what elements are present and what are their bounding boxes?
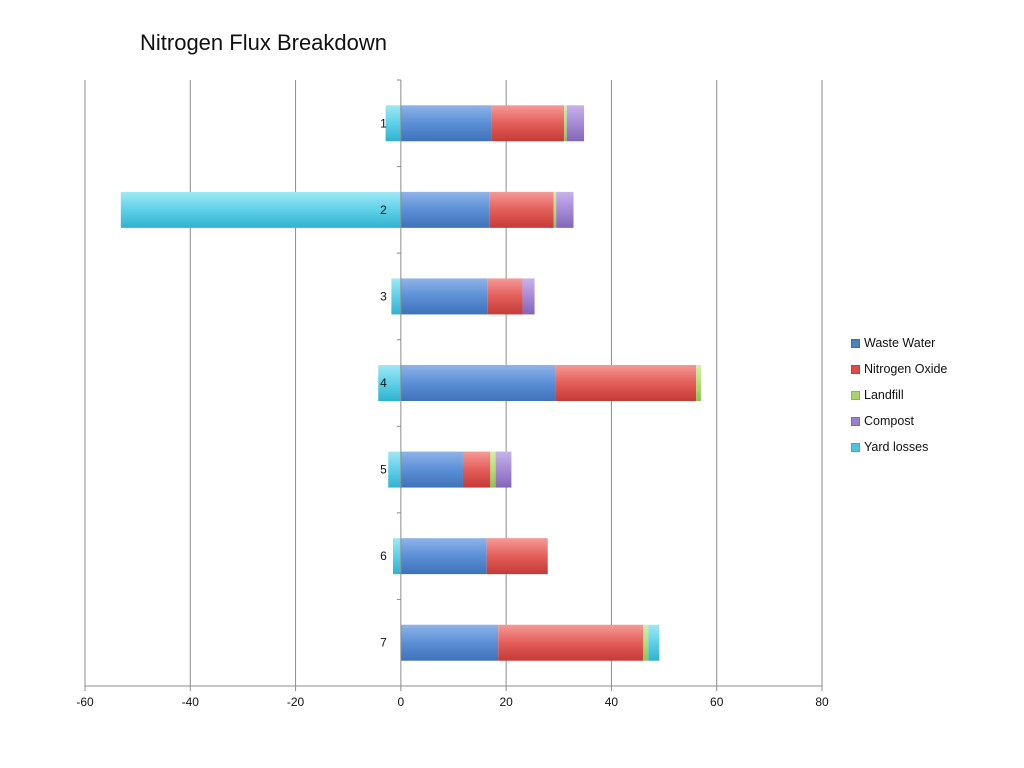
bar-yard-losses-3: [391, 278, 401, 315]
bar-yard-losses-7: [648, 624, 660, 661]
legend-swatch: [851, 390, 860, 400]
legend-label: Waste Water: [864, 336, 936, 350]
category-label: 7: [380, 636, 387, 650]
x-tick-label: 60: [710, 695, 724, 709]
bar-landfill-5: [490, 451, 496, 488]
x-tick-label: 80: [815, 695, 829, 709]
chart-title: Nitrogen Flux Breakdown: [140, 30, 388, 55]
legend-swatch: [851, 442, 860, 452]
bar-nitrogen-oxide-3: [487, 278, 523, 315]
bar-yard-losses-5: [388, 451, 401, 488]
x-tick-label: -20: [287, 695, 305, 709]
bar-compost-2: [556, 191, 574, 228]
x-tick-label: 20: [499, 695, 513, 709]
bar-nitrogen-oxide-6: [486, 538, 548, 575]
bars: [120, 105, 701, 661]
bar-compost-3: [522, 278, 535, 315]
bar-nitrogen-oxide-1: [491, 105, 565, 142]
bar-compost-1: [566, 105, 585, 142]
x-tick-label: -60: [76, 695, 94, 709]
x-tick-label: -40: [182, 695, 200, 709]
legend-item: Nitrogen Oxide: [851, 356, 947, 382]
legend-item: Yard losses: [851, 434, 947, 460]
legend-label: Landfill: [864, 388, 904, 402]
legend-label: Compost: [864, 414, 915, 428]
bar-landfill-1: [564, 105, 567, 142]
category-label: 3: [380, 289, 387, 303]
bar-waste-water-6: [400, 538, 487, 575]
bar-waste-water-5: [400, 451, 463, 488]
bar-waste-water-3: [400, 278, 488, 315]
bar-nitrogen-oxide-4: [555, 365, 697, 401]
legend-item: Landfill: [851, 382, 947, 408]
bar-yard-losses-6: [392, 538, 401, 575]
bar-yard-losses-2: [120, 191, 401, 228]
legend-swatch: [851, 416, 860, 426]
legend-swatch: [851, 338, 860, 348]
category-label: 6: [380, 549, 387, 563]
bar-landfill-2: [553, 191, 557, 228]
bar-waste-water-7: [400, 624, 499, 661]
category-label: 5: [380, 463, 387, 477]
x-tick-label: 40: [605, 695, 619, 709]
bar-nitrogen-oxide-7: [498, 624, 644, 661]
bar-waste-water-1: [400, 105, 492, 142]
x-tick-labels: -60 -40 -20 0 20 40 60 80: [76, 695, 829, 709]
legend: Waste Water Nitrogen Oxide Landfill Compost…: [851, 330, 947, 460]
legend-label: Nitrogen Oxide: [864, 362, 948, 376]
legend-item: Compost: [851, 408, 947, 434]
legend-item: Waste Water: [851, 330, 947, 356]
x-tick-label: 0: [398, 695, 405, 709]
bar-waste-water-4: [400, 365, 556, 401]
bar-yard-losses-1: [385, 105, 401, 142]
bar-compost-5: [495, 451, 512, 488]
bar-waste-water-2: [400, 191, 490, 228]
legend-swatch: [851, 364, 860, 374]
bar-nitrogen-oxide-2: [489, 191, 554, 228]
category-label: 4: [380, 376, 387, 390]
category-label: 1: [380, 116, 387, 130]
bar-yard-losses-4: [378, 365, 401, 401]
bar-nitrogen-oxide-5: [462, 451, 491, 488]
category-label: 2: [380, 203, 387, 217]
bar-landfill-7: [643, 624, 649, 661]
category-labels: 1 2 3 4 5 6 7: [380, 116, 387, 649]
axes: [85, 79, 822, 687]
bar-landfill-4: [696, 365, 701, 401]
legend-label: Yard losses: [864, 440, 929, 454]
